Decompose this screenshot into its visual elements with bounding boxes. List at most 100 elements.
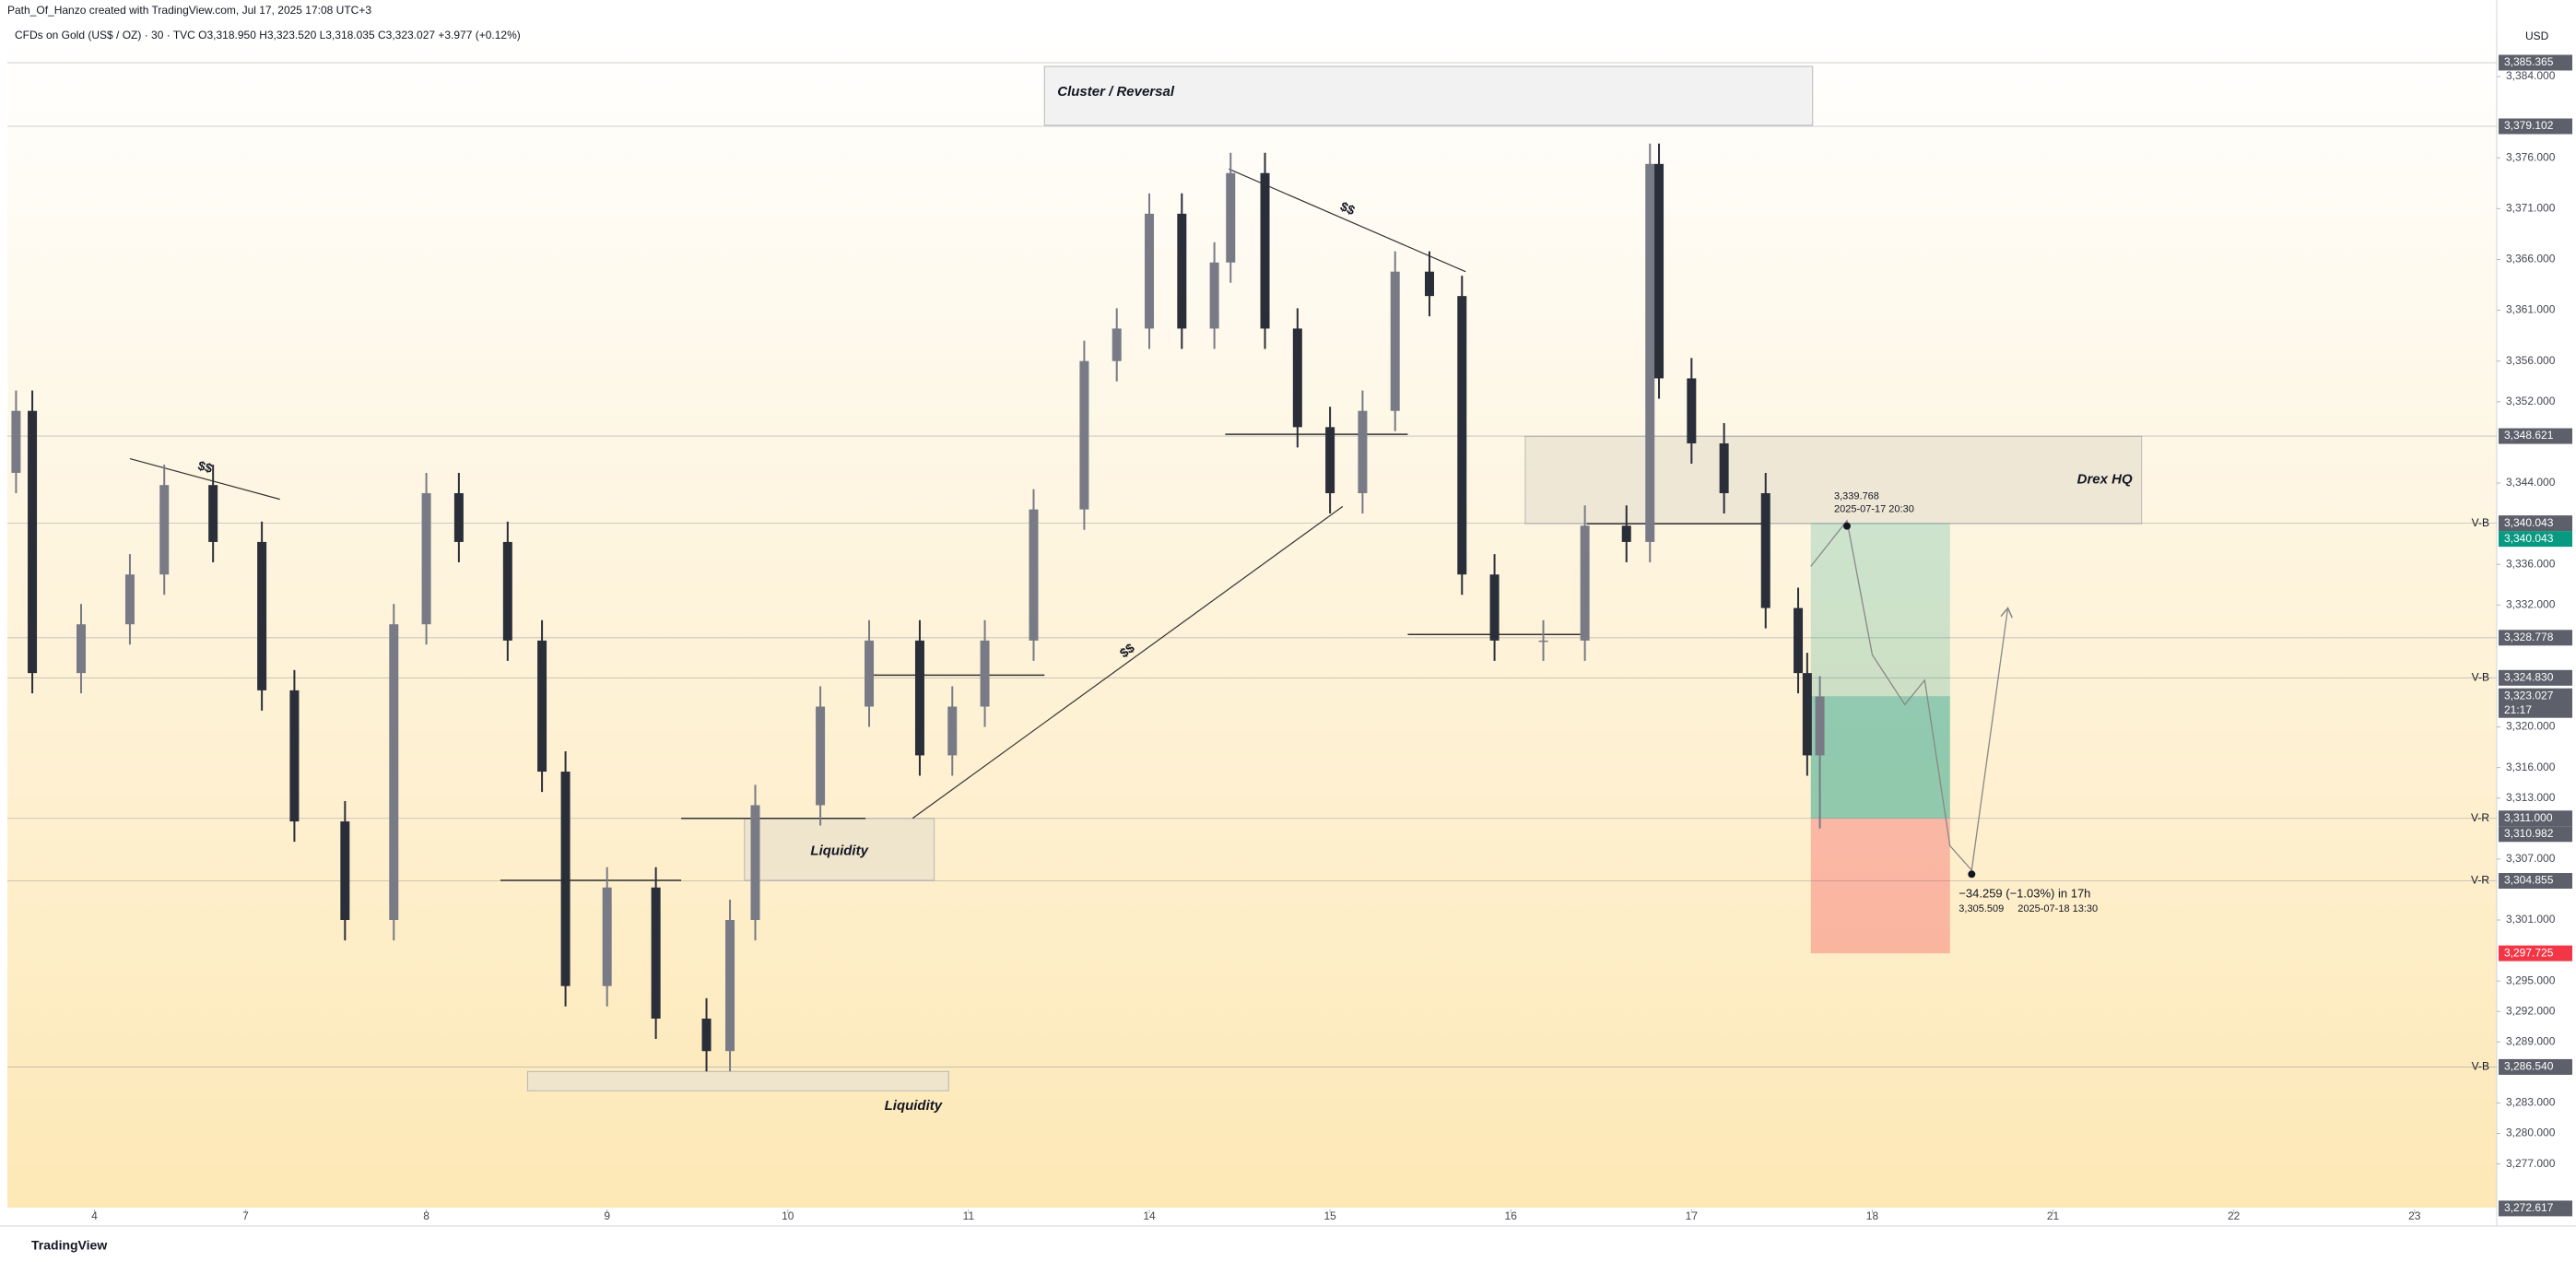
y-tick-label: 3,320.000: [2506, 720, 2556, 733]
candle-body: [1645, 163, 1655, 542]
candle-body: [257, 541, 267, 690]
candle-body: [1424, 271, 1434, 297]
currency: USD: [2525, 29, 2549, 42]
zone: [526, 1070, 949, 1091]
price-badge: [2499, 1058, 2572, 1075]
price-badge: [2499, 826, 2572, 843]
price-badge-label: 3,297.725: [2504, 946, 2554, 959]
x-tick-label: 7: [242, 1209, 249, 1222]
stop-zone: [1810, 818, 1950, 954]
candle-body: [865, 640, 875, 707]
price-badge: [2499, 810, 2572, 827]
candle-body: [537, 640, 547, 773]
y-tick-label: 3,356.000: [2506, 354, 2556, 367]
y-tick-label: 3,344.000: [2506, 476, 2556, 489]
y-tick-label: 3,316.000: [2506, 761, 2556, 773]
plot: Cluster / Reversal Drex HQ Liquidity Liquid…: [7, 62, 2497, 1114]
zone-label: Cluster / Reversal: [1057, 84, 1175, 100]
candle-body: [1079, 360, 1089, 510]
y-tick-label: 3,371.000: [2506, 202, 2556, 215]
price-tag: V-B: [2472, 670, 2489, 683]
candle-body: [1580, 525, 1590, 641]
zone-label: Liquidity: [885, 1098, 943, 1114]
y-tick-label: 3,376.000: [2506, 150, 2556, 163]
candle-body: [1538, 640, 1548, 643]
price-badge-label: 3,324.830: [2504, 670, 2554, 683]
callout-point: [1842, 522, 1851, 530]
candle-body: [159, 485, 170, 575]
x-tick-label: 11: [963, 1209, 975, 1222]
price-badge: [2499, 945, 2572, 961]
price-badge: [2499, 118, 2572, 135]
footer: TradingView: [31, 1238, 107, 1253]
price-badge: [2499, 688, 2572, 718]
candle-body: [1794, 607, 1804, 674]
callout-time: 2025-07-17 20:30: [1834, 504, 1914, 515]
x-tick-label: 16: [1505, 1209, 1518, 1222]
candle-body: [1802, 673, 1812, 756]
progress-zone: [1810, 696, 1950, 819]
zone-label: Liquidity: [810, 843, 868, 858]
legend: CFDs on Gold (US$ / OZ) · 30 · TVC O3,31…: [15, 29, 521, 41]
candle-body: [651, 887, 661, 1019]
candle-body: [1457, 296, 1467, 575]
price-badge-label: 3,311.000: [2504, 811, 2553, 824]
candle-body: [816, 706, 826, 806]
candle-body: [1177, 213, 1187, 329]
price-badge: [2499, 515, 2572, 532]
price-badge: [2499, 54, 2572, 71]
price-badge-label: 3,272.617: [2504, 1201, 2554, 1214]
price-badge-label: 3,286.540: [2504, 1060, 2554, 1073]
price-badge-label: 3,328.778: [2504, 631, 2554, 643]
price-badge: [2499, 630, 2572, 646]
callout-change: −34.259 (−1.03%) in 17h: [1958, 887, 2090, 901]
plot-background: [7, 27, 2497, 1208]
candle-body: [208, 485, 218, 542]
callout-time: 2025-07-18 13:30: [2017, 903, 2098, 914]
candle-body: [1621, 525, 1631, 542]
candle-body: [750, 805, 760, 921]
y-tick-label: 3,280.000: [2506, 1126, 2556, 1139]
price-badge-label: 3,310.982: [2504, 827, 2554, 840]
x-tick-label: 23: [2408, 1209, 2421, 1222]
candle-body: [725, 920, 735, 1052]
candle-body: [914, 640, 924, 756]
trendline: [129, 457, 280, 501]
price-badge: [2499, 873, 2572, 890]
trendline: [912, 505, 1344, 820]
candle-body: [1719, 442, 1729, 494]
price-badge: [2499, 669, 2572, 686]
candle-body: [1260, 172, 1270, 329]
trendline-label: $$: [1338, 198, 1358, 218]
price-badge-label: 3,385.365: [2504, 55, 2554, 68]
x-tick-label: 17: [1686, 1209, 1699, 1222]
trendline-label: $$: [196, 458, 214, 477]
candle-body: [701, 1018, 712, 1052]
price-badge-label: 3,340.043: [2504, 532, 2554, 545]
price-badge-label: 3,340.043: [2504, 516, 2554, 529]
profit-zone: [1810, 523, 1950, 819]
header: Path_Of_Hanzo created with TradingView.c…: [7, 4, 371, 17]
candle-body: [421, 493, 431, 625]
x-tick-label: 9: [604, 1209, 610, 1222]
candle-body: [1358, 410, 1368, 494]
candle-body: [389, 624, 399, 921]
candle-body: [453, 493, 464, 542]
candle-body: [1815, 696, 1825, 756]
candle-body: [1390, 271, 1400, 411]
candle-body: [1489, 574, 1500, 641]
y-tick-label: 3,336.000: [2506, 557, 2556, 570]
candle-body: [980, 640, 990, 707]
price-tag: V-R: [2471, 874, 2489, 887]
candle-body: [560, 772, 570, 986]
candle-body: [28, 410, 38, 674]
candle-body: [1145, 213, 1155, 329]
candle-body: [340, 821, 350, 921]
price-badge-label: 3,304.855: [2504, 874, 2554, 887]
y-tick-label: 3,307.000: [2506, 852, 2556, 865]
candle-body: [1760, 493, 1770, 608]
candle-body: [1209, 262, 1219, 329]
candle-body: [1292, 328, 1302, 428]
y-tick-label: 3,277.000: [2506, 1157, 2556, 1170]
